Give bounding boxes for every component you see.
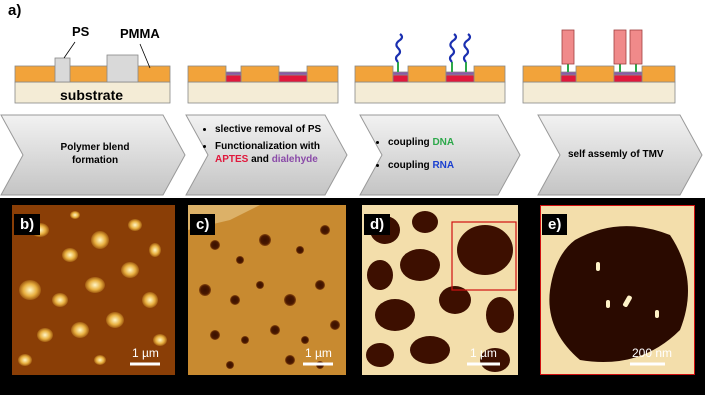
step-item: coupling DNA [388, 136, 498, 149]
step-text: slective removal of PS Functionalization… [205, 123, 330, 170]
text-span: RNA [432, 160, 455, 171]
scale-label: 200 nm [632, 346, 673, 360]
panel-label: b) [14, 214, 41, 235]
panel-label: a) [8, 2, 22, 19]
step-text: Polymer blend formation [60, 142, 130, 166]
process-arrows [0, 114, 703, 196]
panel-label: d) [364, 214, 391, 235]
text-span: coupling [388, 160, 430, 171]
step-item: Functionalization with APTES and dialehy… [215, 140, 330, 166]
diagram-functionalization [187, 65, 339, 104]
text-span: and [251, 154, 269, 165]
text-span: APTES [215, 154, 249, 165]
step-item: coupling RNA [388, 159, 498, 172]
text-span: DNA [432, 137, 455, 148]
afm-image-d [362, 205, 518, 375]
afm-image-b [12, 205, 175, 375]
panel-label: c) [190, 214, 216, 235]
scale-label: 1 µm [470, 346, 497, 360]
panel-label: e) [542, 214, 568, 235]
step-text: coupling DNA coupling RNA [378, 136, 498, 176]
text-span: Functionalization with [215, 141, 320, 152]
scale-label: 1 µm [132, 346, 159, 360]
text-span: dialehyde [271, 154, 318, 165]
diagram-label: PMMA [120, 26, 160, 41]
diagram-coupling [354, 33, 506, 104]
scale-label: 1 µm [305, 346, 332, 360]
diagram-label: PS [72, 24, 90, 39]
text-span: coupling [388, 137, 430, 148]
step-text: self assemly of TMV [568, 149, 664, 160]
step-item: slective removal of PS [215, 123, 330, 136]
diagram-label: substrate [60, 87, 124, 103]
diagram-tmv [522, 29, 676, 104]
diagram-polymer-blend [14, 41, 171, 104]
